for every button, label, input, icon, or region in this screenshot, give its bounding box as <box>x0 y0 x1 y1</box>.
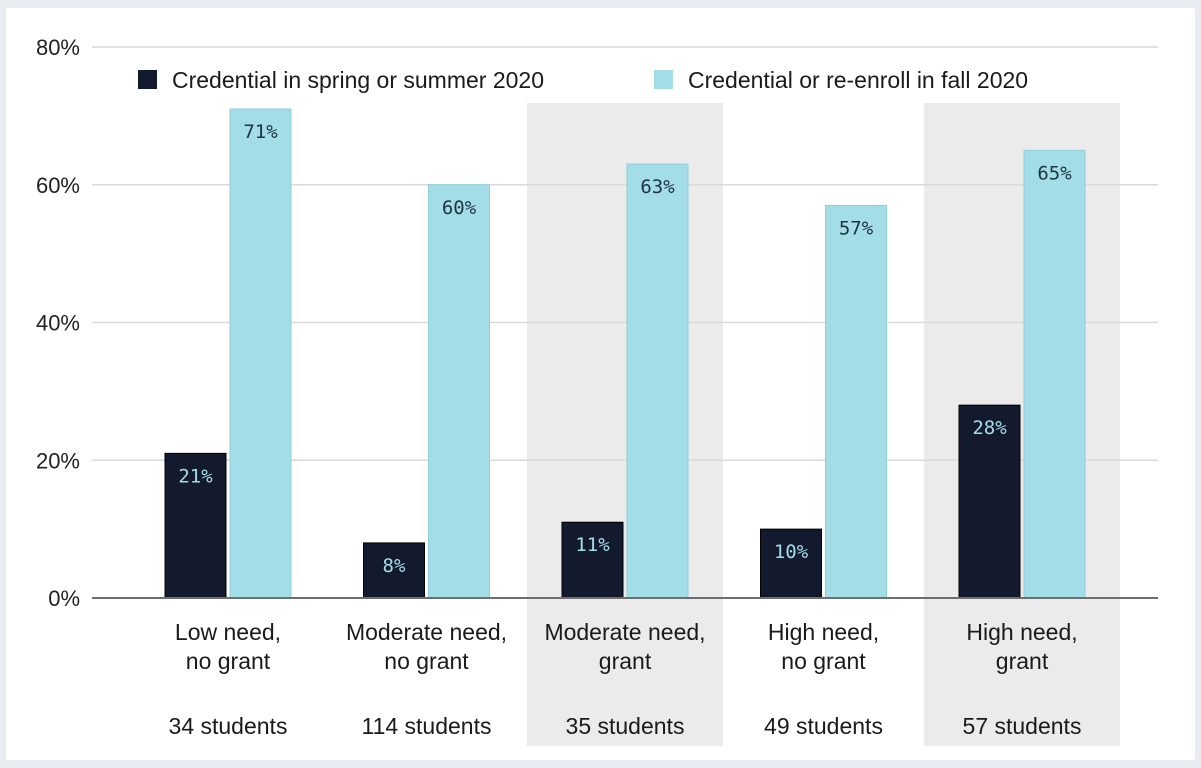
legend-label: Credential or re-enroll in fall 2020 <box>688 67 1028 93</box>
data-label: 21% <box>178 465 213 487</box>
data-label: 63% <box>640 176 675 198</box>
category-count-label: 49 students <box>764 713 883 739</box>
highlight-band <box>527 103 723 746</box>
category-label-line1: Moderate need, <box>346 619 507 645</box>
data-label: 60% <box>442 197 477 219</box>
bar-fall <box>825 204 887 599</box>
category-label-line1: Moderate need, <box>544 619 705 645</box>
highlight-band <box>924 103 1120 746</box>
data-label: 57% <box>839 217 874 239</box>
legend-swatch-fall <box>654 70 673 89</box>
bar-spring-summer <box>363 542 425 599</box>
data-label: 65% <box>1037 162 1072 184</box>
bar-spring-summer <box>958 404 1021 599</box>
y-tick-label: 20% <box>36 448 80 473</box>
y-tick-label: 0% <box>48 586 80 611</box>
data-label: 11% <box>575 534 610 556</box>
category-count-label: 34 students <box>169 713 288 739</box>
category-label-line2: no grant <box>186 648 271 674</box>
data-label: 8% <box>383 555 406 577</box>
category-label-line2: grant <box>599 648 652 674</box>
category-label-line2: grant <box>996 648 1049 674</box>
bar-fall <box>428 184 490 599</box>
data-label: 28% <box>972 417 1007 439</box>
category-label-line1: High need, <box>966 619 1077 645</box>
bar-fall <box>229 108 292 599</box>
bar-chart: 0% 20% 40% 60% 80% 21% 71% 8% 60% 11% 63% 10% 57% 28%… <box>36 35 1158 746</box>
bar-spring-summer <box>760 528 822 599</box>
bar-spring-summer <box>164 452 227 599</box>
category-count-label: 114 students <box>361 713 491 739</box>
bar-fall <box>1023 149 1086 599</box>
y-tick-label: 80% <box>36 35 80 60</box>
legend-label: Credential in spring or summer 2020 <box>172 67 544 93</box>
category-label-line1: High need, <box>768 619 879 645</box>
data-label: 71% <box>243 121 278 143</box>
y-tick-label: 40% <box>36 311 80 336</box>
category-label-line1: Low need, <box>175 619 281 645</box>
category-count-label: 57 students <box>963 713 1082 739</box>
category-label-line2: no grant <box>384 648 469 674</box>
y-tick-label: 60% <box>36 173 80 198</box>
category-count-label: 35 students <box>566 713 685 739</box>
category-label-line2: no grant <box>781 648 866 674</box>
data-label: 10% <box>774 541 809 563</box>
legend-swatch-spring-summer <box>138 70 157 89</box>
chart-panel: 0% 20% 40% 60% 80% 21% 71% 8% 60% 11% 63% 10% 57% 28%… <box>6 8 1195 760</box>
bar-fall <box>626 163 689 599</box>
